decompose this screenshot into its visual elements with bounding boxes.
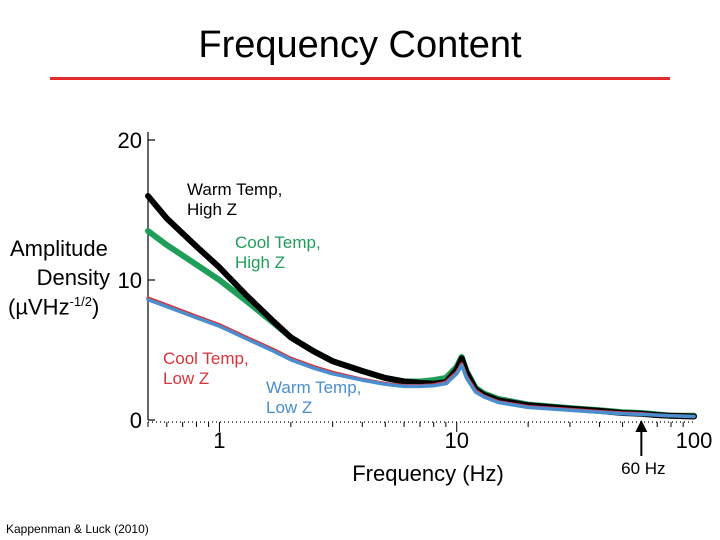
series-label-cool-temp-low-z: Cool Temp,Low Z xyxy=(163,349,249,388)
series-label-line2: High Z xyxy=(187,200,237,219)
series-label-line1: Cool Temp, xyxy=(235,233,321,252)
y-axis-label-line1: Amplitude xyxy=(10,236,108,261)
series-label-warm-temp-high-z: Warm Temp,High Z xyxy=(187,180,282,219)
y-axis-label-unit: (µVHz xyxy=(8,294,70,320)
x-tick-label-1: 1 xyxy=(213,428,225,453)
slide-title: Frequency Content xyxy=(198,24,522,66)
annotation: 60 Hz xyxy=(621,420,666,478)
y-tick-label-0: 0 xyxy=(130,408,142,433)
axes: 0 10 20 1 10 100 Frequency (Hz) xyxy=(118,128,713,486)
annotation-arrow-head xyxy=(635,420,648,432)
y-tick-label-10: 10 xyxy=(118,268,142,293)
citation: Kappenman & Luck (2010) xyxy=(6,522,149,536)
series-line-warm-temp-low-z xyxy=(146,297,696,419)
y-tick-label-20: 20 xyxy=(118,128,142,153)
y-axis-label-line2: Density xyxy=(36,265,110,290)
series-label-line2: High Z xyxy=(235,253,285,272)
series-label-cool-temp-high-z: Cool Temp,High Z xyxy=(235,233,321,272)
series-lines xyxy=(145,193,697,420)
y-axis-label-close: ) xyxy=(91,294,100,320)
series-label-warm-temp-low-z: Warm Temp,Low Z xyxy=(266,378,361,417)
x-tick-label-10: 10 xyxy=(444,428,468,453)
series-label-line2: Low Z xyxy=(163,369,209,388)
series-line-warm-temp-high-z xyxy=(145,193,697,420)
series-label-line2: Low Z xyxy=(266,398,312,417)
series-label-line1: Warm Temp, xyxy=(266,378,361,397)
series-label-line1: Cool Temp, xyxy=(163,349,249,368)
annotation-label: 60 Hz xyxy=(621,459,665,478)
y-axis-label-exponent: -1/2 xyxy=(69,294,92,309)
y-axis-label-line3: (µVHz-1/2) xyxy=(8,294,99,320)
series-label-line1: Warm Temp, xyxy=(187,180,282,199)
title-rule xyxy=(50,77,670,80)
x-axis-label: Frequency (Hz) xyxy=(352,461,504,486)
x-tick-label-100: 100 xyxy=(676,428,713,453)
